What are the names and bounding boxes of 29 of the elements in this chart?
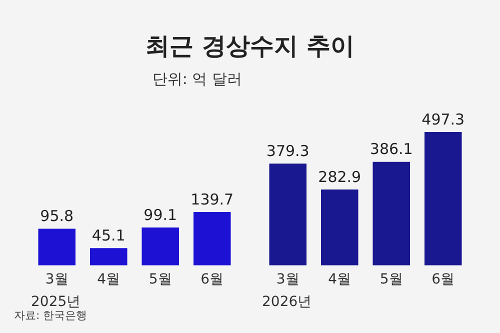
data-label: 139.7 — [190, 190, 234, 208]
chart-subtitle: 단위: 억 달러 — [152, 70, 242, 89]
bar — [269, 164, 307, 266]
bar — [424, 132, 462, 266]
x-tick-label: 3월 — [276, 271, 300, 288]
chart-title: 최근 경상수지 추이 — [144, 31, 356, 62]
data-label: 45.1 — [92, 226, 126, 245]
x-tick-label: 3월 — [45, 271, 68, 288]
x-tick-label: 5월 — [148, 271, 172, 288]
x-axis-title: 2026년 — [262, 294, 312, 310]
bar — [320, 190, 358, 266]
x-tick-label: 6월 — [432, 271, 455, 288]
bar — [372, 162, 410, 266]
x-tick-label: 6월 — [200, 271, 224, 288]
bar — [90, 248, 128, 266]
data-label: 379.3 — [266, 142, 310, 160]
data-label: 99.1 — [144, 206, 178, 224]
x-tick-label: 4월 — [97, 271, 120, 288]
data-label: 497.3 — [422, 110, 465, 128]
bar — [193, 212, 231, 266]
bar — [142, 228, 180, 266]
data-label: 386.1 — [370, 140, 413, 158]
data-label: 95.8 — [40, 207, 74, 226]
bar — [38, 228, 76, 266]
text: 자료: 한국은행 — [14, 308, 88, 323]
x-tick-label: 4월 — [328, 271, 352, 288]
data-label: 282.9 — [318, 168, 362, 186]
x-tick-label: 5월 — [380, 271, 403, 288]
x-axis-title: 2025년 — [31, 294, 81, 310]
